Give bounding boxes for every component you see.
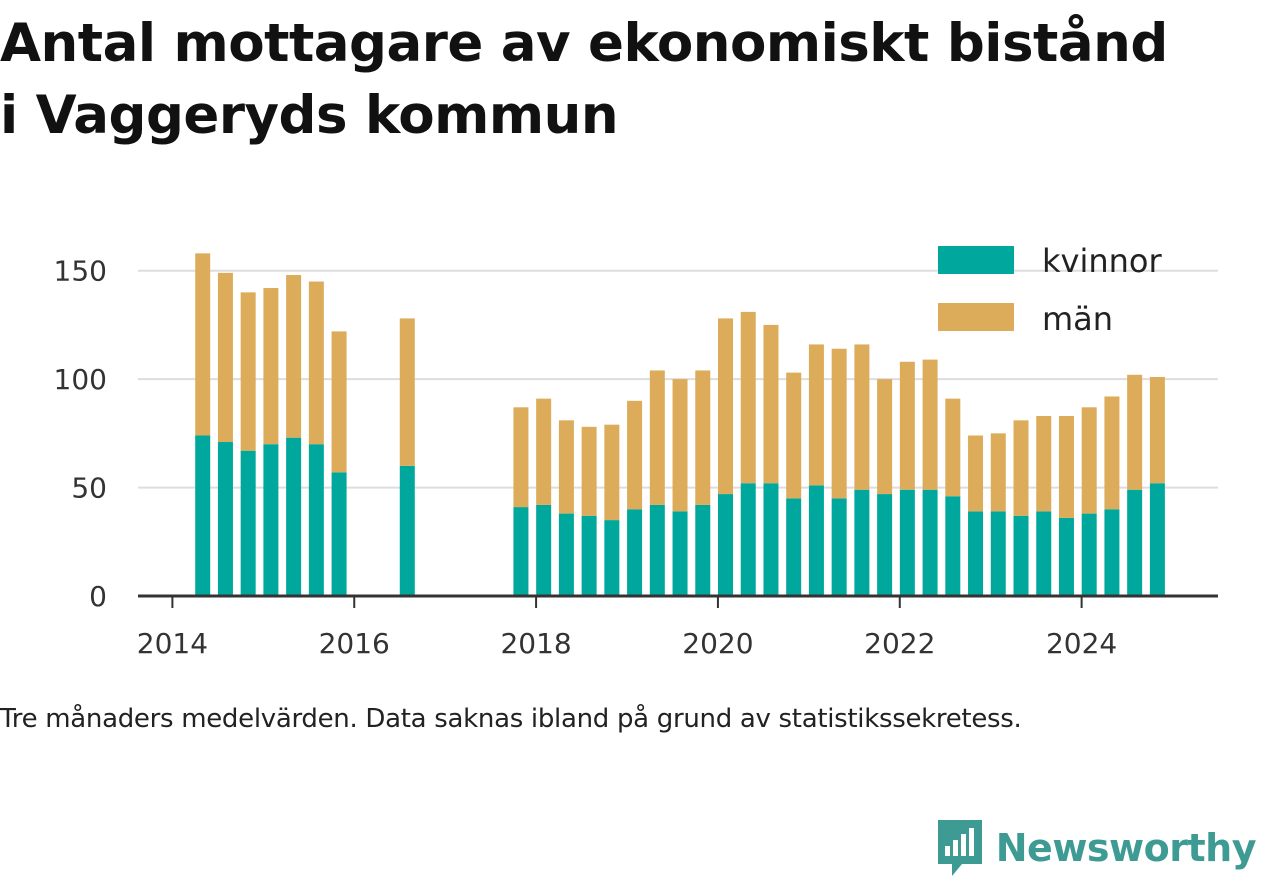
bar-man [968,435,984,512]
bar-kvinnor [536,504,552,596]
bar-man [899,361,915,490]
bar-man [240,292,256,451]
bar-kvinnor [1013,515,1029,596]
bar-man [286,275,302,438]
bar-kvinnor [831,498,847,596]
bar-kvinnor [877,494,893,596]
bar-kvinnor [263,444,279,596]
bar-kvinnor [718,494,734,596]
bar-man [513,407,529,508]
bar-kvinnor [604,520,620,596]
bar-man [308,281,324,445]
brand-name: Newsworthy [995,826,1257,870]
bar-kvinnor [627,509,643,596]
bar-kvinnor [581,515,597,596]
y-tick-label: 150 [54,255,107,288]
bar-kvinnor [740,483,756,596]
footnote: Tre månaders medelvärden. Data saknas ib… [0,704,1022,734]
bar-man [808,344,824,486]
bar-kvinnor [968,511,984,596]
bar-man [1013,420,1029,516]
bar-kvinnor [217,442,233,596]
bar-kvinnor [786,498,802,596]
x-tick-label: 2022 [864,627,935,660]
bar-kvinnor [240,450,256,596]
stacked-bar-chart: 0 50 100 150 2014 2016 2018 2020 2022 2024 kvinno… [54,242,1218,660]
bar-man [922,359,938,490]
y-tick-label: 100 [54,363,107,396]
x-tick-label: 2018 [500,627,571,660]
bar-man [763,324,779,484]
bar-kvinnor [399,465,415,596]
chart-title-line-1: Antal mottagare av ekonomiskt bistånd [0,13,1168,74]
bar-kvinnor [763,483,779,596]
chart-title-line-2: i Vaggeryds kommun [0,85,619,146]
bar-kvinnor [331,472,347,596]
y-tick-label: 50 [71,472,107,505]
bar-kvinnor [649,504,665,596]
bar-chart-speech-bubble-icon [937,820,982,876]
bar-kvinnor [899,489,915,596]
bar-man [1036,415,1052,512]
bar-man [331,331,347,473]
bar-man [1058,415,1074,518]
bar-kvinnor [195,435,211,596]
bar-kvinnor [1149,483,1165,596]
bar-man [990,433,1006,512]
bar-man [536,398,552,505]
bar-man [217,272,233,443]
bar-man [195,253,211,436]
bar-kvinnor [945,496,961,596]
bars [195,253,1165,596]
bar-kvinnor [1036,511,1052,596]
bar-kvinnor [922,489,938,596]
bar-man [718,318,734,495]
bar-man [1104,396,1120,510]
bar-man [581,426,597,516]
bar-man [649,370,665,505]
y-tick-label: 0 [89,580,107,613]
bar-man [558,420,574,514]
bar-kvinnor [286,437,302,596]
bar-kvinnor [308,444,324,596]
x-tick-label: 2024 [1046,627,1117,660]
bar-man [399,318,415,466]
bar-kvinnor [854,489,870,596]
legend: kvinnor män [938,242,1163,338]
bar-man [740,311,756,484]
bar-kvinnor [695,504,711,596]
newsworthy-logo: Newsworthy [936,818,1257,878]
bar-kvinnor [1058,517,1074,596]
bar-man [854,344,870,490]
legend-label-man: män [1042,300,1113,338]
bar-man [695,370,711,505]
bar-man [263,288,279,445]
bar-man [1127,374,1143,490]
bar-man [1081,407,1097,514]
bar-man [604,424,620,521]
x-tick-label: 2016 [319,627,390,660]
bar-kvinnor [558,513,574,596]
bar-kvinnor [513,507,529,596]
legend-swatch-man [938,303,1014,331]
bar-man [627,400,643,510]
x-tick-label: 2020 [682,627,753,660]
x-tick-label: 2014 [137,627,208,660]
bar-man [945,398,961,497]
bar-kvinnor [1127,489,1143,596]
bar-man [877,379,893,495]
chart-title: Antal mottagare av ekonomiskt bistånd i … [0,8,1262,152]
bar-man [831,348,847,499]
axes: 0 50 100 150 2014 2016 2018 2020 2022 2024 [54,255,1218,660]
bar-kvinnor [808,485,824,596]
legend-label-kvinnor: kvinnor [1042,242,1163,280]
bar-man [1149,376,1165,484]
bar-kvinnor [1104,509,1120,596]
bar-kvinnor [1081,513,1097,596]
bar-kvinnor [990,511,1006,596]
bar-kvinnor [672,511,688,596]
bar-man [786,372,802,499]
legend-swatch-kvinnor [938,246,1014,274]
bar-man [672,379,688,512]
